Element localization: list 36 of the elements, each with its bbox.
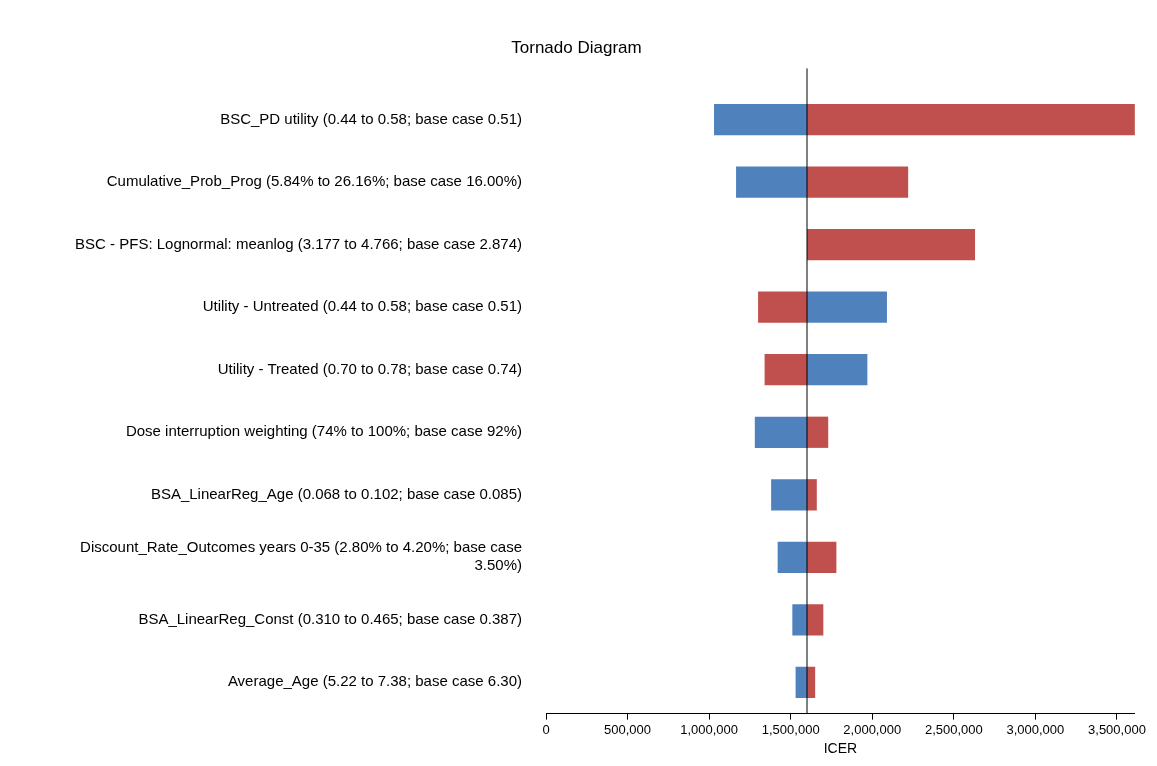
bar — [807, 604, 824, 636]
y-tick-label: Average_Age (5.22 to 7.38; base case 6.30) — [227, 672, 522, 690]
bar — [807, 166, 909, 198]
bar — [736, 166, 808, 198]
x-tick-label: 0 — [542, 721, 550, 737]
x-tick-label: 3,500,000 — [1088, 721, 1146, 737]
y-tick-label: BSC_PD utility (0.44 to 0.58; base case 0.51) — [220, 109, 522, 127]
x-tick-label: 3,000,000 — [1006, 721, 1065, 737]
bar — [771, 479, 808, 511]
y-tick-label: BSA_LinearReg_Const (0.310 to 0.465; base case 0.387) — [138, 609, 522, 627]
y-tick-label: Utility - Untreated (0.44 to 0.58; base case 0.51) — [202, 297, 522, 315]
y-tick-label: Dose interruption weighting (74% to 100%; base case 92%) — [125, 422, 522, 440]
y-tick-label: Discount_Rate_Outcomes years 0-35 (2.80% to 4.20%; base case 3.50%) — [80, 538, 522, 574]
bar — [807, 229, 976, 261]
y-tick-label: BSA_LinearReg_Age (0.068 to 0.102; base case 0.085) — [150, 484, 522, 502]
bar — [777, 541, 808, 573]
bar — [807, 416, 829, 448]
x-tick-label: 2,500,000 — [924, 721, 983, 737]
x-tick-label: 2,000,000 — [843, 721, 902, 737]
x-axis-title: ICER — [823, 740, 858, 757]
bar — [807, 354, 868, 386]
x-tick-label: 1,000,000 — [680, 721, 739, 737]
y-tick-label: Utility - Treated (0.70 to 0.78; base case 0.74) — [217, 359, 522, 377]
bar — [807, 541, 837, 573]
bar — [764, 354, 808, 386]
chart-title: Tornado Diagram — [511, 37, 642, 57]
y-tick-label: BSC - PFS: Lognormal: meanlog (3.177 to 4.766; base case 2.874) — [75, 234, 522, 252]
x-tick-label: 500,000 — [604, 721, 652, 737]
bar — [807, 291, 887, 323]
bar — [714, 104, 808, 136]
x-tick-label: 1,500,000 — [761, 721, 820, 737]
bar — [758, 291, 808, 323]
bar — [754, 416, 808, 448]
bar — [792, 604, 808, 636]
y-tick-label: Cumulative_Prob_Prog (5.84% to 26.16%; base case 16.00%) — [106, 172, 522, 190]
bar — [807, 104, 1135, 136]
